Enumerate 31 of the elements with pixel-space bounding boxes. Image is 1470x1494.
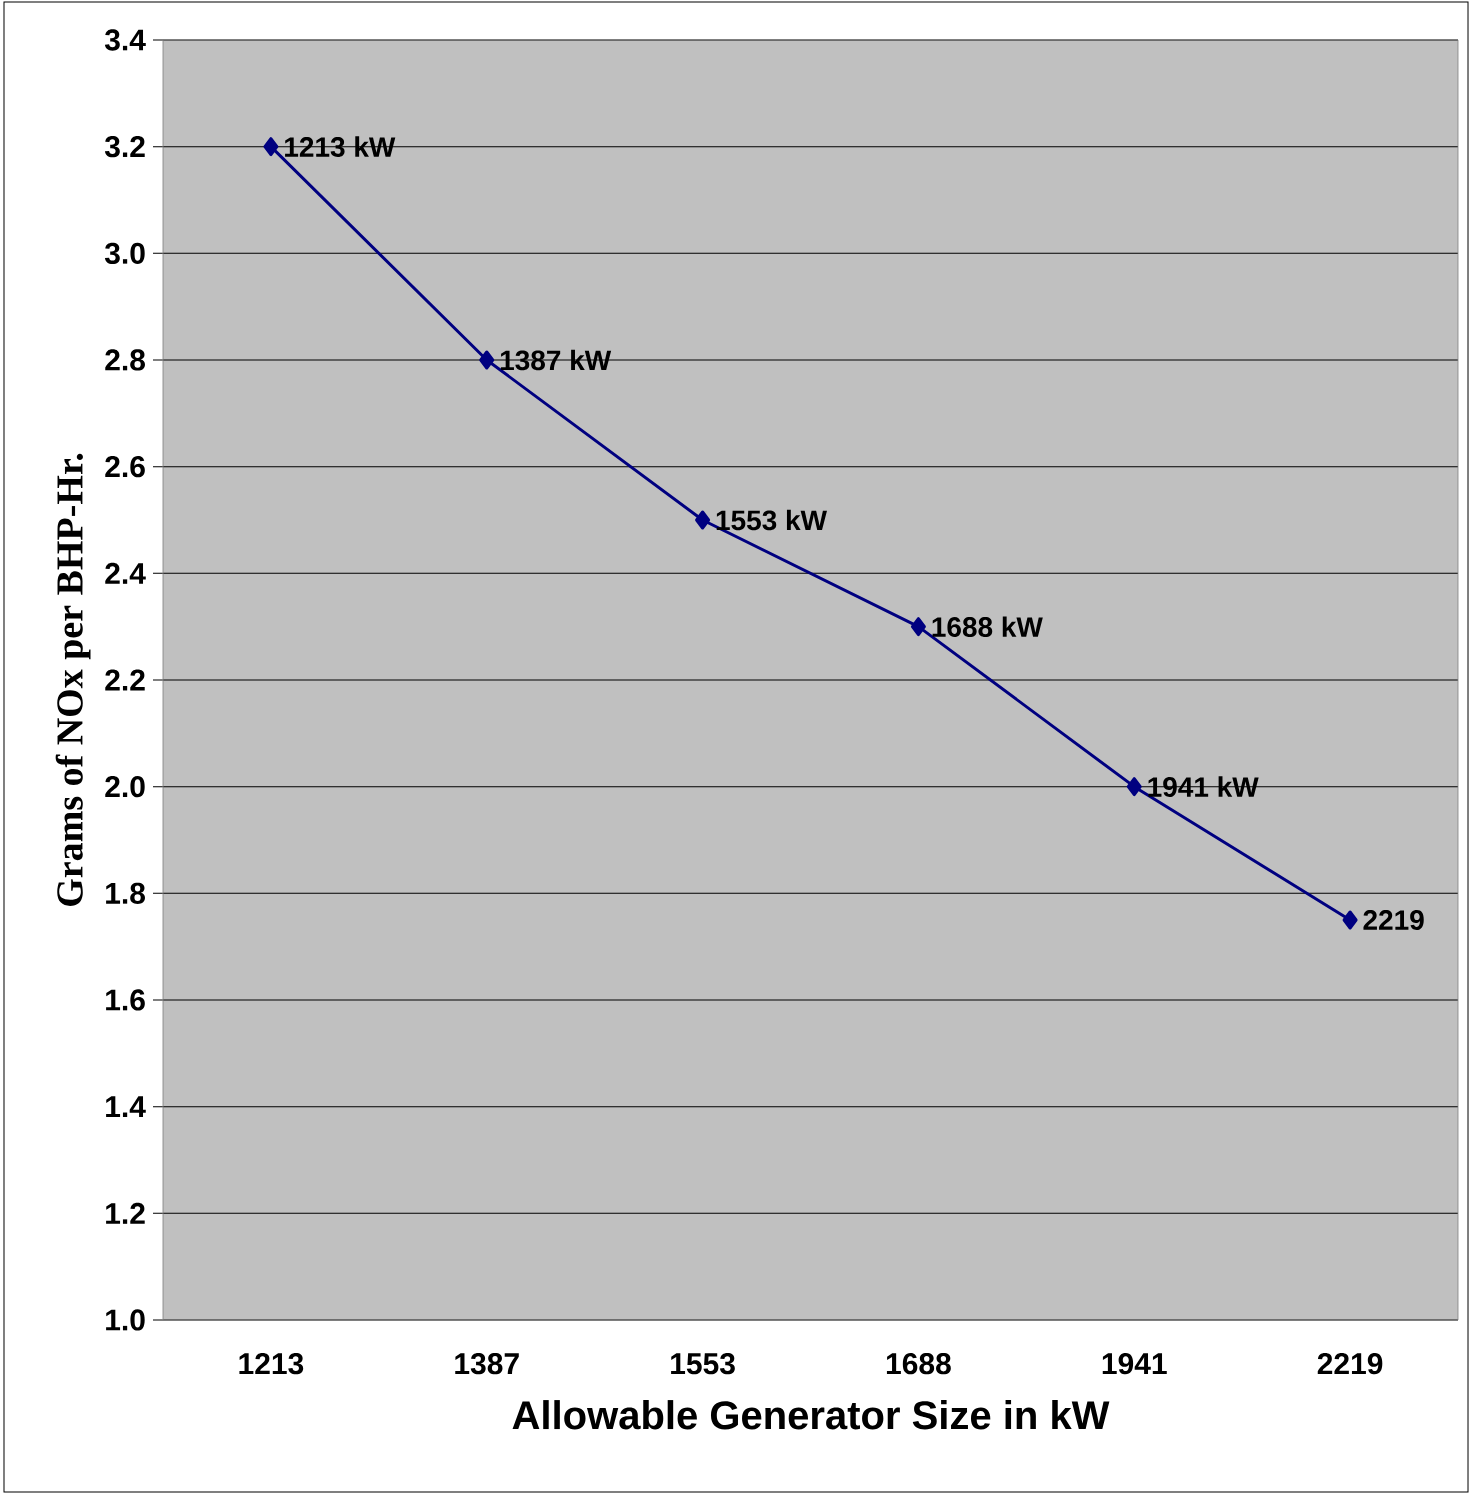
x-tick-label: 1688 xyxy=(886,1353,951,1375)
annotation: 1553 kW xyxy=(716,509,827,531)
y-tick-label: 1.8 xyxy=(106,882,145,904)
point xyxy=(910,617,926,637)
y-tick-label: 3.2 xyxy=(104,136,145,158)
point xyxy=(695,510,711,530)
annotation: 2219 xyxy=(1363,910,1424,930)
x-tick-label: 1387 xyxy=(455,1353,519,1375)
y-tick-label: 2.4 xyxy=(105,562,146,584)
y-tick-label: 1.6 xyxy=(106,989,145,1011)
y-tick-label: 2.6 xyxy=(105,456,145,478)
x-tick-label: 1553 xyxy=(671,1353,735,1375)
y-tick-label: 3.0 xyxy=(104,242,145,264)
y-tick-label: 1.4 xyxy=(106,1096,146,1117)
y-tick-label: 3.4 xyxy=(104,29,146,51)
point xyxy=(263,137,279,157)
y-tick-label: 2.0 xyxy=(105,776,145,798)
y-tick-label: 1.0 xyxy=(106,1309,145,1331)
point xyxy=(479,350,495,370)
x-axis-title: Allowable Generator Size in kW xyxy=(512,1400,1110,1430)
y-tick-label: 1.2 xyxy=(106,1202,145,1224)
annotation: 1387 kW xyxy=(500,349,612,371)
x-tick-label: 2219 xyxy=(1317,1353,1383,1375)
point xyxy=(1126,777,1142,797)
x-tick-label: 1213 xyxy=(239,1353,304,1375)
annotation: 1688 kW xyxy=(932,616,1043,637)
y-tick-label: 2.2 xyxy=(105,669,145,691)
y-tick-label: 2.8 xyxy=(105,349,145,371)
x-tick-label: 1941 xyxy=(1102,1353,1167,1375)
y-axis-title: Grams of NOx per BHP-Hr. xyxy=(55,453,91,906)
point xyxy=(1342,910,1358,930)
